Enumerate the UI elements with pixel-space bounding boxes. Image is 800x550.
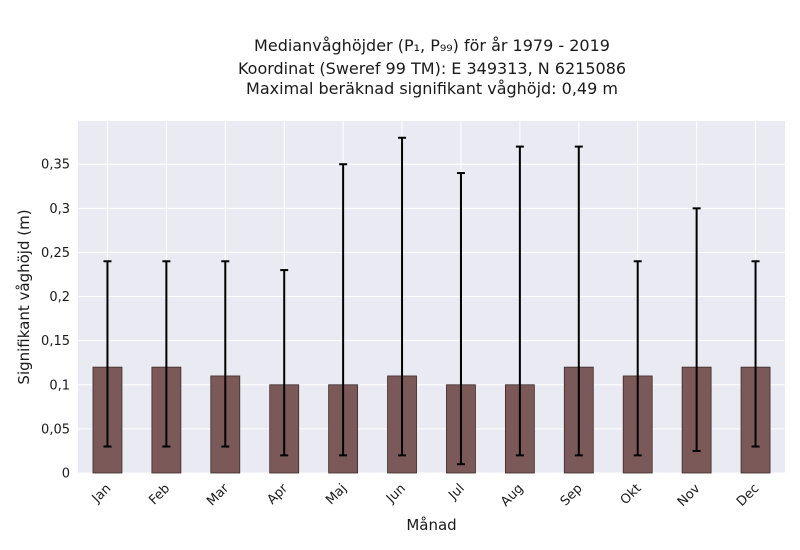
y-tick-label: 0,25: [41, 246, 70, 261]
x-tick-label: Mar: [204, 481, 232, 509]
chart-subtitle-coordinates: Koordinat (Sweref 99 TM): E 349313, N 62…: [237, 59, 627, 78]
x-tick-label: Jul: [445, 481, 467, 503]
chart-subtitle-max-wave: Maximal beräknad signifikant våghöjd: 0,…: [246, 79, 618, 98]
x-tick-label: Nov: [675, 481, 704, 510]
chart-title: Medianvåghöjder (P₁, P₉₉) för år 1979 - …: [254, 36, 610, 55]
y-tick-label: 0,05: [41, 422, 70, 437]
x-tick-label: Okt: [618, 481, 645, 508]
x-axis-label: Månad: [406, 516, 456, 534]
x-tick-label: Jun: [383, 481, 409, 507]
x-tick-labels: Jan Feb Mar Apr Maj Jun Jul Aug Sep Okt Nov Dec: [89, 481, 763, 510]
x-tick-label: Jan: [89, 481, 114, 506]
x-tick-label: Apr: [265, 481, 292, 508]
y-tick-labels: 0 0,05 0,1 0,15 0,2 0,25 0,3 0,35: [41, 158, 70, 482]
y-tick-label: 0,35: [41, 158, 70, 173]
y-axis-label: Signifikant våghöjd (m): [15, 209, 33, 384]
x-tick-label: Sep: [558, 481, 586, 509]
x-tick-label: Aug: [498, 481, 527, 510]
x-tick-label: Dec: [734, 481, 762, 509]
x-tick-label: Maj: [323, 481, 350, 508]
y-gridlines: [78, 163, 785, 474]
y-tick-label: 0,1: [49, 378, 70, 393]
error-bars: [103, 136, 760, 466]
y-tick-label: 0,2: [49, 290, 70, 305]
y-tick-label: 0,3: [49, 202, 70, 217]
x-tick-label: Feb: [146, 481, 173, 508]
y-tick-label: 0,15: [41, 334, 70, 349]
y-tick-label: 0: [62, 467, 70, 482]
